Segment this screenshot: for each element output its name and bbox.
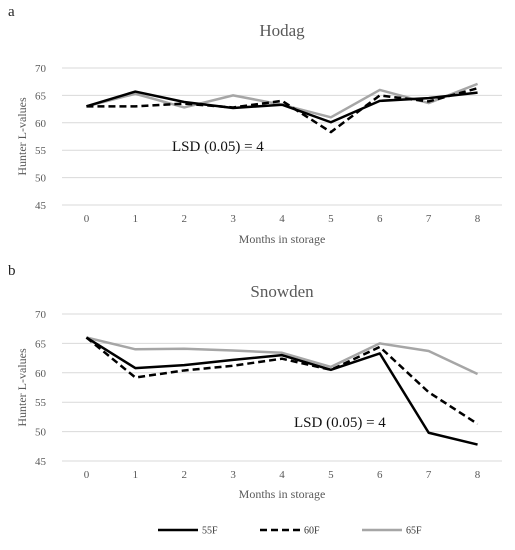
x-tick-label: 0 <box>84 469 90 481</box>
y-tick-label: 65 <box>35 90 47 102</box>
x-tick-label: 6 <box>377 213 383 225</box>
legend-label: 55F <box>202 526 218 537</box>
y-axis-label: Hunter L-values <box>15 348 29 427</box>
y-tick-label: 70 <box>35 63 47 75</box>
x-tick-label: 1 <box>133 213 139 225</box>
series-line-55F <box>86 90 478 124</box>
panel-letter: b <box>8 263 16 279</box>
x-tick-label: 1 <box>133 469 139 481</box>
y-tick-label: 65 <box>35 338 47 350</box>
lsd-annotation: LSD (0.05) = 4 <box>172 139 264 155</box>
lsd-annotation: LSD (0.05) = 4 <box>294 415 386 431</box>
series-line-60F <box>85 336 479 426</box>
y-tick-label: 50 <box>35 173 47 185</box>
y-tick-label: 70 <box>35 309 47 321</box>
y-tick-label: 55 <box>35 145 47 157</box>
chart-title: Hodag <box>259 21 305 40</box>
x-tick-label: 3 <box>230 469 236 481</box>
y-axis-label: Hunter L-values <box>15 97 29 176</box>
x-tick-label: 7 <box>426 469 432 481</box>
series-line-55F <box>85 336 478 446</box>
chart-title: Snowden <box>250 282 314 301</box>
x-axis-label: Months in storage <box>239 487 326 501</box>
x-tick-label: 5 <box>328 213 334 225</box>
x-tick-label: 6 <box>377 469 383 481</box>
legend-label: 60F <box>304 526 320 537</box>
x-tick-label: 4 <box>279 213 285 225</box>
y-tick-label: 45 <box>35 456 47 468</box>
x-tick-label: 2 <box>181 213 187 225</box>
series-line-65F <box>86 336 479 376</box>
x-tick-label: 3 <box>230 213 236 225</box>
x-tick-label: 7 <box>426 213 432 225</box>
y-tick-label: 60 <box>35 368 47 380</box>
x-tick-label: 8 <box>475 213 481 225</box>
y-tick-label: 60 <box>35 118 47 130</box>
x-tick-label: 5 <box>328 469 334 481</box>
y-tick-label: 50 <box>35 427 47 439</box>
x-tick-label: 0 <box>84 213 90 225</box>
x-tick-label: 8 <box>475 469 481 481</box>
x-tick-label: 4 <box>279 469 285 481</box>
y-tick-label: 55 <box>35 397 47 409</box>
x-axis-label: Months in storage <box>239 232 326 246</box>
y-tick-label: 45 <box>35 200 47 212</box>
legend-label: 65F <box>406 526 422 537</box>
x-tick-label: 2 <box>181 469 187 481</box>
panel-letter: a <box>8 4 15 20</box>
legend: 55F 60F 65F <box>158 526 422 537</box>
